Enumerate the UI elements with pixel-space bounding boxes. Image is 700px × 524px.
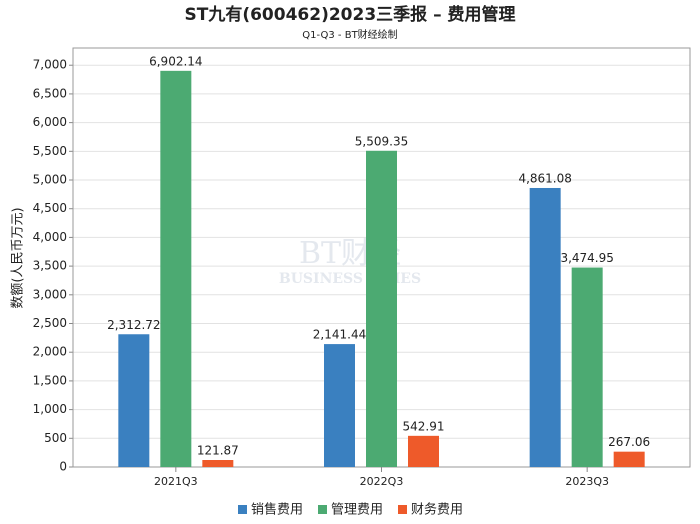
bar: [366, 150, 397, 468]
y-tick-label: 1,000: [33, 402, 67, 416]
y-tick-label: 2,000: [33, 345, 67, 359]
value-label: 121.87: [197, 444, 239, 458]
bar: [202, 460, 234, 467]
y-tick-label: 0: [59, 460, 67, 474]
y-tick-label: 2,500: [33, 316, 67, 330]
bar: [529, 187, 561, 468]
value-label: 542.91: [403, 419, 445, 433]
bar: [324, 344, 355, 467]
value-label: 267.06: [608, 435, 650, 449]
y-tick-label: 3,500: [33, 259, 67, 273]
legend-swatch: [398, 505, 407, 514]
value-label: 2,141.44: [313, 328, 366, 342]
chart-subtitle: Q1-Q3 - BT财经绘制: [302, 28, 397, 41]
y-tick-label: 6,500: [33, 86, 67, 100]
bar: [118, 334, 150, 467]
y-axis-label: 数额(人民币万元): [11, 207, 26, 308]
value-label: 2,312.72: [107, 318, 160, 332]
value-label: 3,474.95: [560, 251, 613, 265]
y-tick-label: 500: [44, 431, 67, 445]
x-tick-label: 2023Q3: [565, 475, 609, 488]
value-label: 6,902.14: [149, 54, 202, 68]
y-tick-label: 4,000: [33, 230, 67, 244]
legend-swatch: [238, 505, 247, 514]
y-tick-label: 1,500: [33, 373, 67, 387]
value-label: 5,509.35: [355, 134, 408, 148]
y-tick-label: 5,500: [33, 144, 67, 158]
bar: [408, 435, 439, 467]
chart-title: ST九有(600462)2023三季报 – 费用管理: [184, 4, 515, 25]
x-tick-label: 2021Q3: [154, 475, 198, 488]
watermark: BUSINESS TIMES: [279, 271, 421, 287]
y-tick-label: 4,500: [33, 201, 67, 215]
x-tick-label: 2022Q3: [360, 475, 404, 488]
y-tick-label: 6,000: [33, 115, 67, 129]
bar: [613, 451, 645, 467]
legend-label: 销售费用: [251, 502, 303, 518]
bar: [571, 267, 603, 467]
y-tick-label: 3,000: [33, 287, 67, 301]
y-tick-label: 7,000: [33, 58, 67, 72]
legend-label: 管理费用: [331, 503, 383, 518]
value-label: 4,861.08: [518, 171, 571, 185]
bar: [160, 70, 192, 468]
legend-swatch: [318, 505, 327, 514]
legend-label: 财务费用: [411, 502, 463, 518]
y-tick-label: 5,000: [33, 173, 67, 187]
